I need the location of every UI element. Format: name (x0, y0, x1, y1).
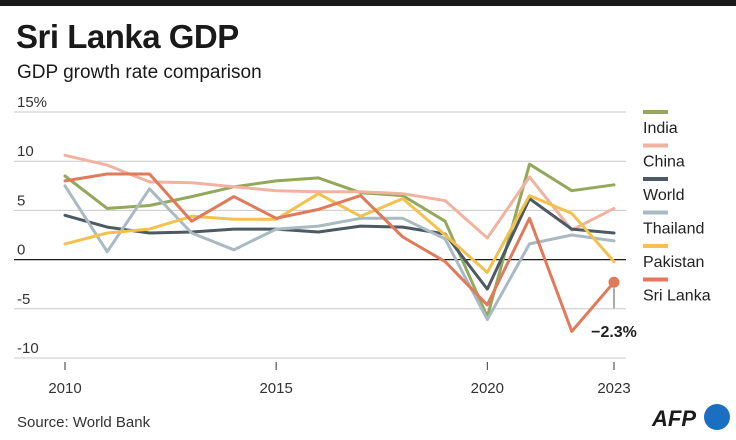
source-note: Source: World Bank (17, 414, 151, 431)
annotations: −2.3% (591, 276, 637, 341)
x-tick-label: 2020 (471, 380, 504, 397)
legend-label-sri-lanka: Sri Lanka (643, 288, 711, 305)
legend-label-pakistan: Pakistan (643, 254, 704, 271)
chart-title: Sri Lanka GDP (16, 18, 239, 55)
y-tick-label: 0 (17, 242, 25, 259)
series-line-sri-lanka (63, 172, 616, 333)
x-axis-ticks: 2010 2015 2020 2023 (48, 362, 631, 397)
annotation-marker (608, 276, 620, 288)
legend-label-china: China (643, 154, 685, 171)
afp-logo-text: AFP (652, 406, 696, 431)
grid-layer (14, 111, 626, 359)
annotation-label: −2.3% (591, 324, 637, 341)
series-line-pakistan (63, 192, 616, 274)
top-rule (0, 0, 736, 6)
legend-label-world: World (643, 187, 685, 204)
x-tick-label: 2023 (597, 380, 630, 397)
legend-label-thailand: Thailand (643, 221, 704, 238)
afp-logo-dot (704, 404, 730, 430)
series-lines (63, 153, 616, 333)
series-line-world (63, 197, 616, 291)
chart-subtitle: GDP growth rate comparison (17, 62, 262, 83)
y-tick-label: 5 (17, 192, 25, 209)
series-line-thailand (63, 184, 616, 322)
y-tick-label: -10 (17, 340, 39, 357)
y-axis-ticks: 15% 10 5 0 -5 -10 (17, 94, 47, 357)
legend-label-india: India (643, 120, 678, 137)
y-tick-label: -5 (17, 291, 30, 308)
series-line-india (63, 162, 616, 319)
x-tick-label: 2015 (259, 380, 292, 397)
y-tick-label: 15% (17, 94, 47, 111)
y-tick-label: 10 (17, 143, 34, 160)
afp-logo: AFP (652, 404, 732, 436)
x-tick-label: 2010 (48, 380, 81, 397)
legend: India China World Thailand Pakistan Sri Lanka (643, 110, 711, 305)
